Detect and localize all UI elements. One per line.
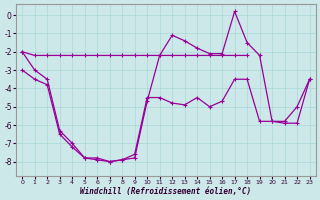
X-axis label: Windchill (Refroidissement éolien,°C): Windchill (Refroidissement éolien,°C) xyxy=(80,187,252,196)
